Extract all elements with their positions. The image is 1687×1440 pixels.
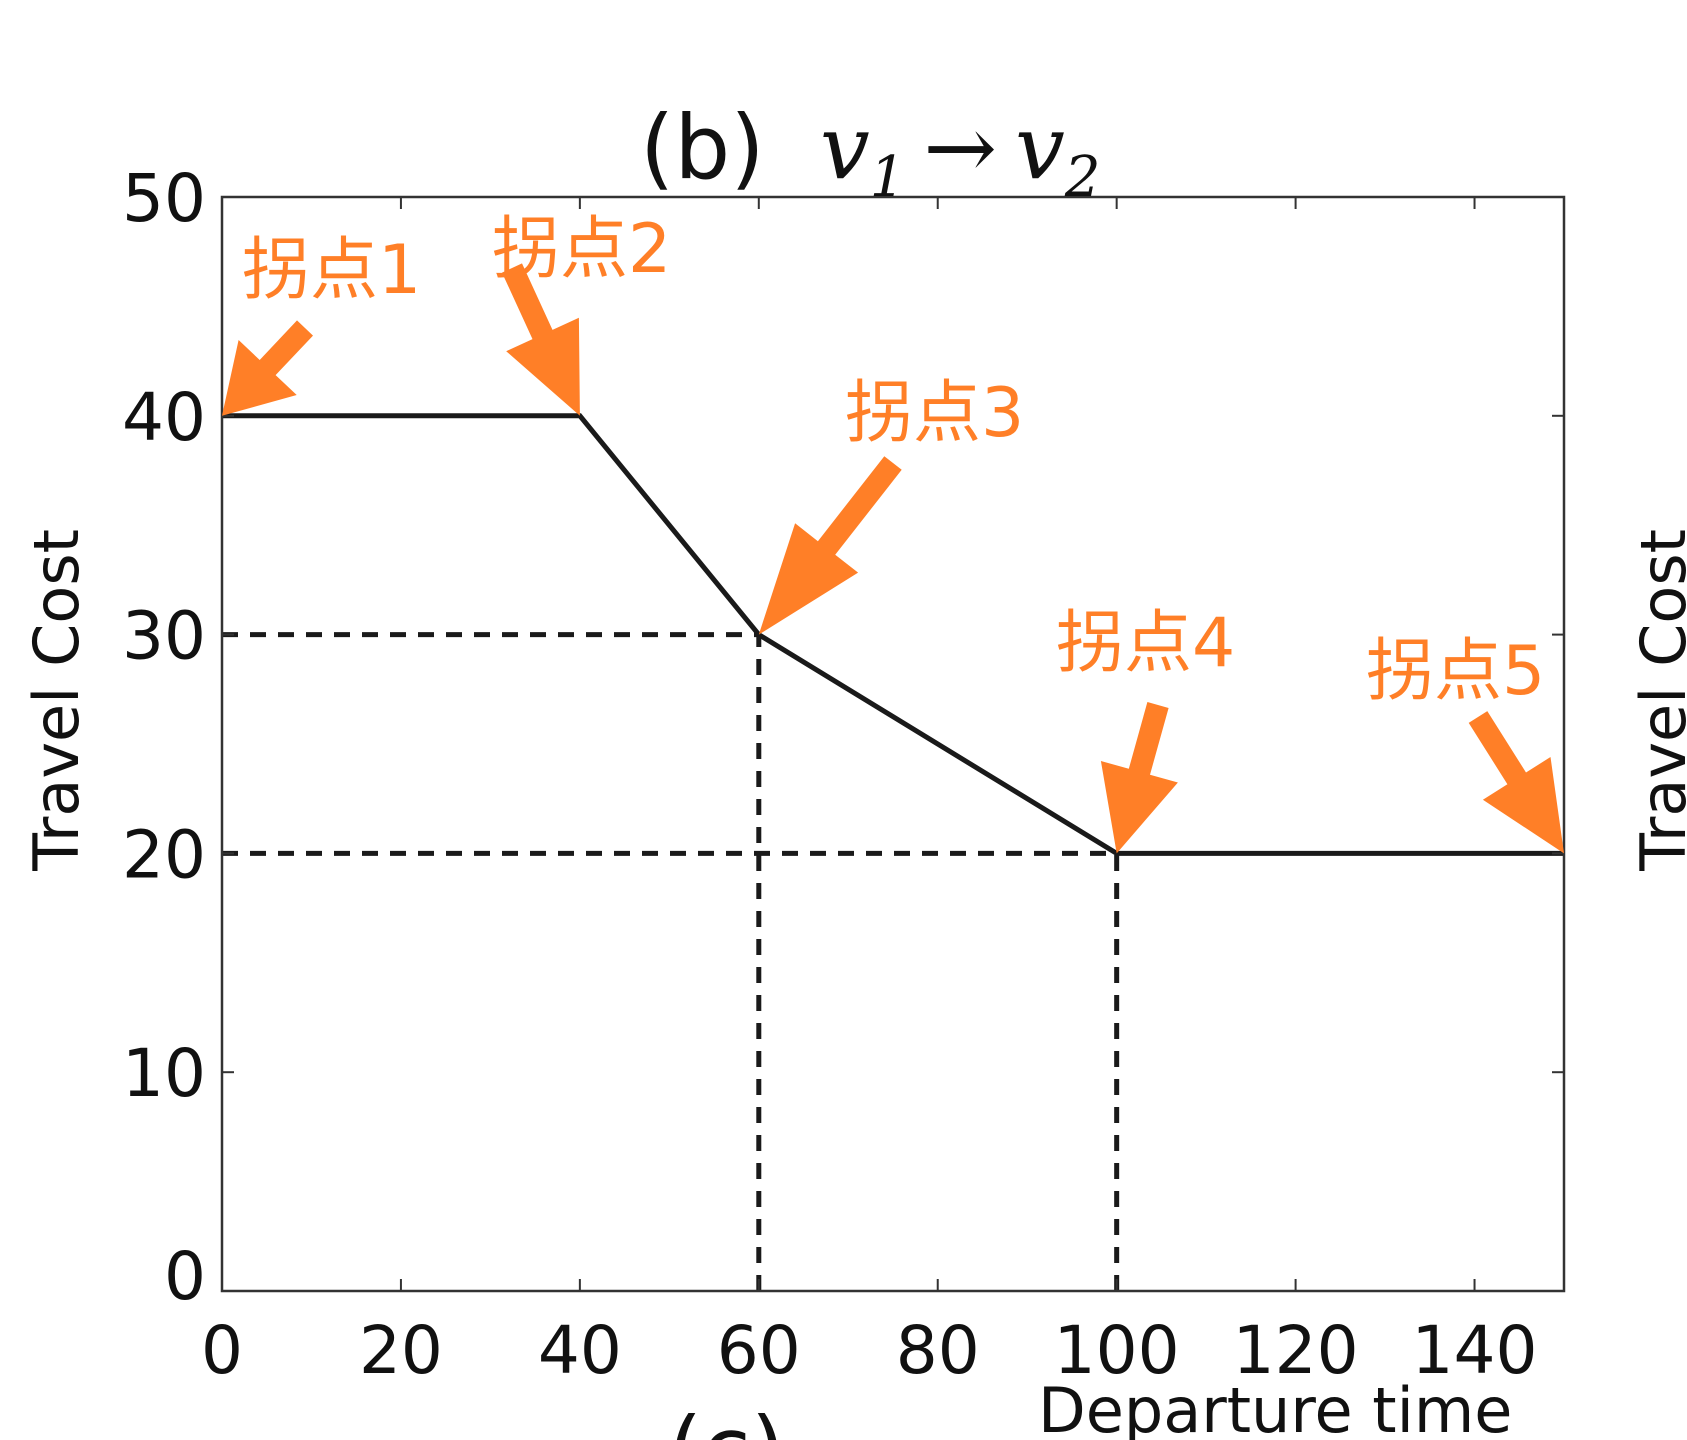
annotation-label-3: 拐点3 [845,374,1024,453]
annotation-label-1: 拐点1 [242,231,421,310]
x-tick-label: 80 [896,1312,980,1389]
annotation-arrow-5 [1468,711,1564,854]
ticks: 0 20 40 60 80 100 120 140 0 10 20 30 40 50 [122,160,1564,1389]
x-tick-label: 140 [1412,1312,1538,1389]
annotation-label-5: 拐点5 [1366,632,1545,711]
y-tick-label: 10 [122,1035,206,1112]
x-tick-label: 60 [717,1312,801,1389]
annotation-arrow-2 [502,263,580,416]
x-tick-label: 100 [1054,1312,1180,1389]
y-tick-label: 40 [122,379,206,456]
side-y-axis-label: Travel Cost [1627,529,1687,872]
x-tick-label: 0 [201,1312,243,1389]
y-tick-label: 20 [122,816,206,893]
x-tick-label: 40 [538,1312,622,1389]
x-tick-label: 120 [1233,1312,1359,1389]
plot-frame [220,195,1566,1293]
title-prefix: (b) [640,96,765,199]
annotations: 拐点1 拐点2 拐点3 拐点4 拐点5 [222,210,1564,854]
annotation-label-4: 拐点4 [1056,604,1235,683]
chart-title: (b) v1 → v2 [640,96,1100,210]
annotation-arrow-3 [758,456,902,635]
partial-subplot-title: (c) [668,1398,785,1440]
reference-lines [222,632,1120,1291]
y-axis-label: Travel Cost [20,529,93,872]
y-tick-label: 50 [122,160,206,237]
annotation-arrow-1 [222,320,313,416]
title-math: v1 → v2 [820,96,1100,210]
x-axis-label: Departure time [1038,1374,1512,1440]
annotation-arrow-4 [1100,702,1178,854]
plot-frame-rect [220,195,1566,1293]
x-tick-label: 20 [359,1312,443,1389]
y-tick-label: 30 [122,598,206,675]
annotation-label-2: 拐点2 [492,210,671,289]
y-tick-label: 0 [164,1238,206,1315]
